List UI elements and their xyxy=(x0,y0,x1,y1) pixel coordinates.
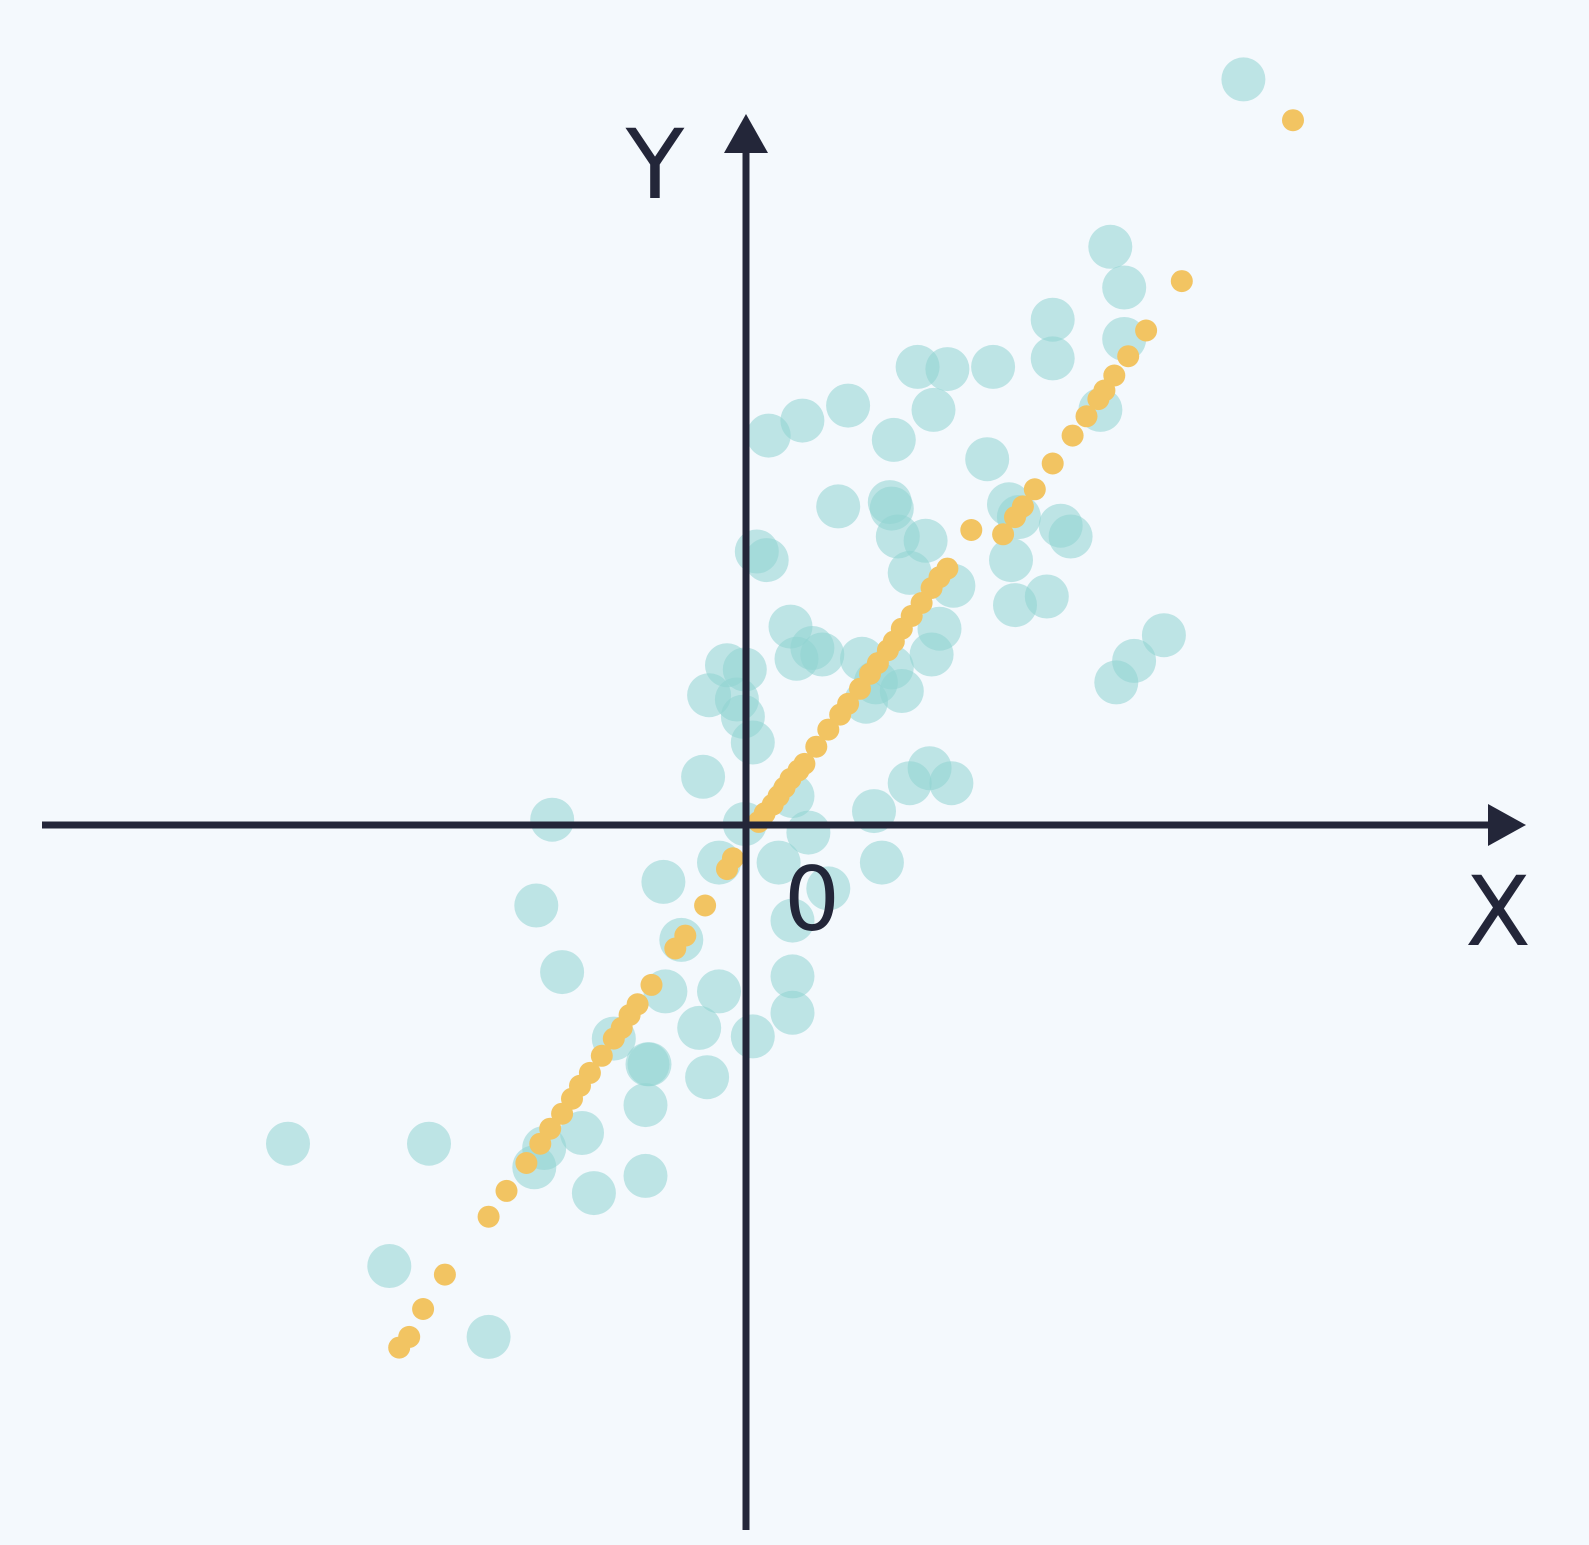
raw-point xyxy=(571,1171,616,1216)
raw-point xyxy=(1030,297,1075,342)
projected-point xyxy=(551,1102,574,1125)
raw-point xyxy=(730,1014,775,1059)
projected-point xyxy=(529,1132,552,1155)
projected-point xyxy=(640,973,663,996)
raw-point xyxy=(925,347,970,392)
x-axis-arrowhead xyxy=(1488,804,1526,846)
raw-point xyxy=(625,1042,670,1087)
raw-point xyxy=(266,1121,310,1166)
projected-point xyxy=(1170,270,1193,293)
raw-point xyxy=(911,387,956,432)
raw-point xyxy=(1102,265,1147,310)
projected-point xyxy=(477,1205,500,1228)
raw-point xyxy=(909,632,954,677)
raw-point xyxy=(1141,613,1186,658)
raw-point xyxy=(929,761,974,806)
projected-point xyxy=(829,703,852,726)
origin-label: 0 xyxy=(784,848,840,951)
raw-point xyxy=(641,859,686,904)
raw-point xyxy=(756,840,801,885)
raw-point xyxy=(879,669,924,713)
raw-point xyxy=(530,797,575,842)
projected-point xyxy=(1023,478,1046,501)
y-axis-label: Y xyxy=(625,109,685,221)
projected-point xyxy=(716,858,738,881)
projected-point xyxy=(1117,345,1140,368)
projected-point xyxy=(1282,109,1304,132)
raw-point xyxy=(1112,638,1157,683)
projected-point xyxy=(1004,506,1026,529)
raw-point xyxy=(774,636,819,681)
projected-point xyxy=(602,1027,625,1050)
raw-point xyxy=(826,383,871,428)
projected-point xyxy=(412,1298,435,1320)
raw-point xyxy=(730,720,775,765)
projected-point xyxy=(817,718,840,741)
raw-point xyxy=(770,898,815,943)
projected-point xyxy=(960,519,983,541)
raw-point xyxy=(677,1005,722,1050)
y-axis-arrowhead xyxy=(724,114,768,153)
raw-point xyxy=(1088,224,1133,269)
projected-point xyxy=(1135,319,1158,342)
raw-point xyxy=(407,1121,451,1166)
raw-point xyxy=(367,1244,412,1288)
projected-point xyxy=(590,1044,613,1067)
raw-point xyxy=(816,484,861,529)
raw-point xyxy=(1030,336,1075,381)
projected-point xyxy=(515,1152,538,1174)
projected-point xyxy=(694,894,717,917)
raw-point xyxy=(993,583,1037,628)
raw-point xyxy=(1048,514,1093,559)
raw-point xyxy=(734,529,779,574)
raw-points-series xyxy=(266,57,1266,1359)
projected-point xyxy=(992,523,1015,546)
raw-point xyxy=(770,954,815,999)
raw-point xyxy=(989,538,1033,583)
projected-point xyxy=(388,1336,411,1359)
raw-point xyxy=(697,969,741,1014)
raw-point xyxy=(1221,57,1266,102)
x-axis-label: X xyxy=(1465,856,1531,968)
projected-point xyxy=(1061,424,1084,447)
projected-point xyxy=(1075,405,1098,428)
projected-point xyxy=(1041,452,1064,475)
raw-point xyxy=(806,866,851,911)
raw-point xyxy=(971,344,1016,389)
raw-point xyxy=(685,1055,730,1100)
raw-point xyxy=(681,754,726,799)
projected-point xyxy=(849,677,871,700)
projected-point xyxy=(664,937,687,960)
raw-point xyxy=(514,883,559,928)
raw-point xyxy=(871,417,916,462)
projected-points-series xyxy=(388,109,1304,1359)
raw-point xyxy=(623,1153,668,1198)
projected-point xyxy=(433,1263,456,1286)
raw-point xyxy=(859,840,904,885)
raw-point xyxy=(466,1314,511,1359)
raw-point xyxy=(540,950,585,995)
raw-point xyxy=(887,761,932,806)
raw-point xyxy=(746,413,791,458)
raw-point xyxy=(623,1083,668,1128)
projected-point xyxy=(495,1179,518,1202)
raw-point xyxy=(770,990,815,1035)
raw-point xyxy=(780,398,825,443)
raw-point xyxy=(560,1111,604,1155)
projected-point xyxy=(805,735,828,758)
raw-point xyxy=(887,550,932,595)
projected-point xyxy=(1087,388,1110,411)
raw-point xyxy=(965,437,1010,482)
